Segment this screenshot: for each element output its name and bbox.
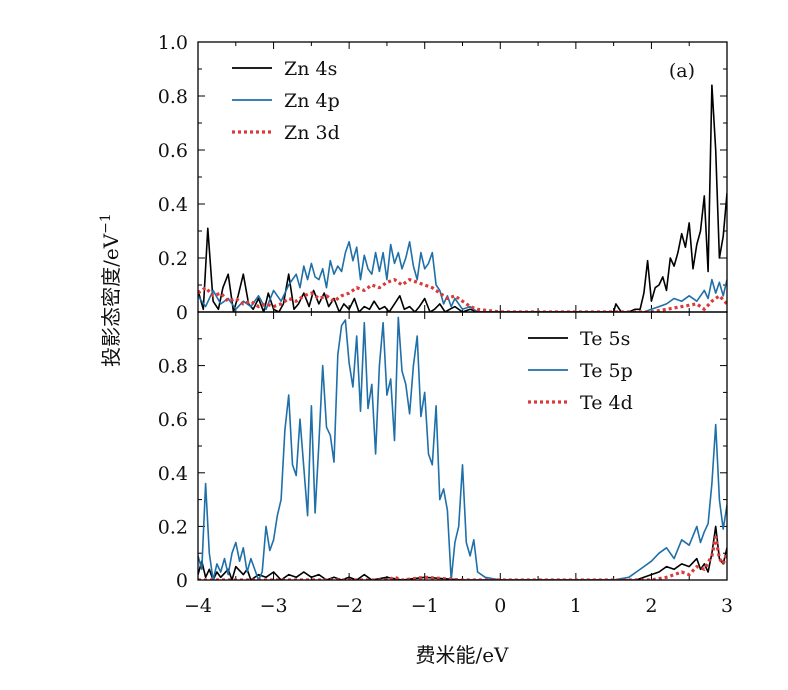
bottom-series-layer (198, 316, 727, 580)
zn-ytick-label: 0.6 (158, 140, 188, 162)
top-plot-frame (197, 41, 728, 313)
zn-ytick-label: 0.4 (158, 194, 188, 216)
panel-zn: 1.0 0.8 0.6 0.4 0.2 0 Zn 4s Zn 4p Zn 3d (a) (158, 32, 728, 324)
te-ytick-label: 0.2 (158, 516, 188, 538)
legend-label-te-5p: Te 5p (580, 360, 633, 382)
top-series-layer (198, 84, 727, 312)
x-tick-label: 1 (570, 595, 582, 617)
legend-label-zn-4s: Zn 4s (284, 58, 337, 80)
series-te-5s (198, 525, 727, 580)
x-tick-label: −4 (184, 595, 212, 617)
zn-ytick-label: 0.2 (158, 248, 188, 270)
legend-label-zn-4p: Zn 4p (284, 90, 340, 112)
zn-ytick-label: 1.0 (158, 32, 188, 54)
bottom-ticks: 0.8 0.6 0.4 0.2 0 −4 −3 −2 −1 0 1 2 3 (158, 312, 733, 617)
legend-label-te-4d: Te 4d (580, 392, 633, 414)
x-tick-label: −2 (335, 595, 363, 617)
panel-label-a: (a) (669, 60, 695, 82)
series-zn-4p (198, 241, 727, 312)
te-ytick-label: 0.4 (158, 463, 188, 485)
legend-label-zn-3d: Zn 3d (284, 122, 340, 144)
panel-te: 0.8 0.6 0.4 0.2 0 −4 −3 −2 −1 0 1 2 3 Te 5s Te 5p Te 4… (158, 311, 733, 617)
zn-ytick-label: 0.8 (158, 86, 188, 108)
bottom-legend: Te 5s Te 5p Te 4d (528, 328, 633, 414)
y-axis-title: 投影态密度/eV−1 (98, 213, 123, 367)
series-zn-4s (198, 84, 727, 312)
x-tick-label: 3 (721, 595, 733, 617)
x-axis-title: 费米能/eV (415, 643, 509, 667)
te-ytick-label: 0.8 (158, 356, 188, 378)
top-ticks: 1.0 0.8 0.6 0.4 0.2 0 (158, 32, 728, 324)
legend-label-te-5s: Te 5s (580, 328, 630, 350)
bottom-plot-frame (197, 311, 728, 581)
y-axis-title-superscript: −1 (98, 213, 114, 234)
series-te-4d (198, 535, 727, 580)
x-tick-label: −1 (411, 595, 439, 617)
zn-ytick-label: 0 (176, 302, 188, 324)
te-ytick-label: 0.6 (158, 409, 188, 431)
series-te-5p (198, 316, 727, 580)
x-tick-label: 2 (645, 595, 657, 617)
x-tick-label: −3 (260, 595, 288, 617)
te-ytick-label: 0 (176, 570, 188, 592)
x-tick-label: 0 (494, 595, 506, 617)
top-legend: Zn 4s Zn 4p Zn 3d (232, 58, 340, 144)
